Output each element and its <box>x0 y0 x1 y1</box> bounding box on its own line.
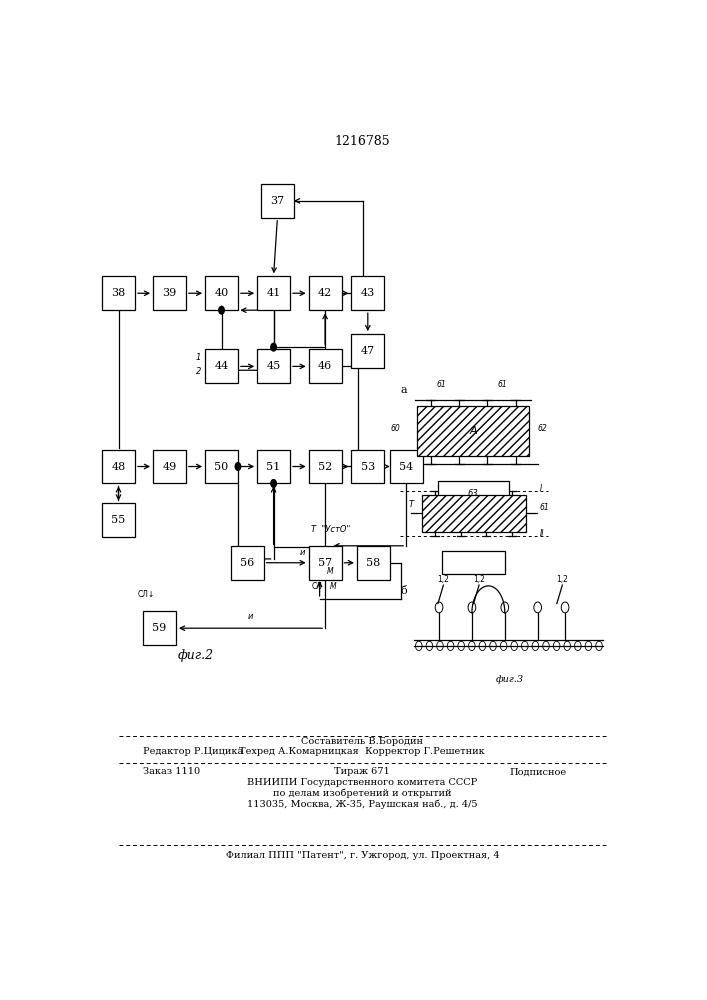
Text: 1,2: 1,2 <box>438 575 450 584</box>
Text: 61: 61 <box>497 380 507 389</box>
Text: 2: 2 <box>196 367 201 376</box>
Text: М: М <box>327 567 333 576</box>
Text: 46: 46 <box>318 361 332 371</box>
Bar <box>390 450 423 483</box>
Text: 38: 38 <box>112 288 126 298</box>
Text: 39: 39 <box>163 288 177 298</box>
Text: 63: 63 <box>468 489 479 498</box>
Bar <box>102 503 135 537</box>
Text: 58: 58 <box>366 558 380 568</box>
Bar <box>231 546 264 580</box>
Text: 53: 53 <box>361 462 375 472</box>
Bar <box>261 184 294 218</box>
Text: 55: 55 <box>112 515 126 525</box>
Text: Т  "УстО": Т "УстО" <box>311 525 350 534</box>
Text: Составитель В.Бородин: Составитель В.Бородин <box>301 737 423 746</box>
Text: 1,2: 1,2 <box>473 575 485 584</box>
Bar <box>351 450 385 483</box>
Text: и: и <box>248 612 253 621</box>
Bar <box>102 450 135 483</box>
Text: 113035, Москва, Ж-35, Раушская наб., д. 4/5: 113035, Москва, Ж-35, Раушская наб., д. … <box>247 799 478 809</box>
Text: 41: 41 <box>267 288 281 298</box>
Text: 62: 62 <box>538 424 547 433</box>
Bar <box>351 276 385 310</box>
Text: б: б <box>400 586 407 596</box>
Bar <box>309 546 341 580</box>
Bar <box>438 481 509 507</box>
Bar <box>351 334 385 368</box>
Bar <box>153 276 186 310</box>
Text: М: М <box>330 582 337 591</box>
Text: а: а <box>400 385 407 395</box>
Bar <box>257 349 290 383</box>
Text: Подписное: Подписное <box>509 768 566 776</box>
Text: 52: 52 <box>318 462 332 472</box>
Text: Тираж 671: Тираж 671 <box>334 768 390 776</box>
Bar <box>421 495 525 532</box>
Bar <box>205 276 238 310</box>
Text: 51: 51 <box>267 462 281 472</box>
Text: А: А <box>469 426 477 436</box>
Text: 37: 37 <box>270 196 284 206</box>
Circle shape <box>218 306 224 314</box>
Text: 44: 44 <box>214 361 228 371</box>
Bar <box>417 406 530 456</box>
Bar <box>144 611 176 645</box>
Text: 49: 49 <box>163 462 177 472</box>
Circle shape <box>271 480 276 487</box>
Circle shape <box>271 343 276 351</box>
Text: 61: 61 <box>437 380 447 389</box>
Bar <box>309 349 341 383</box>
Text: 48: 48 <box>112 462 126 472</box>
Text: II: II <box>539 529 544 538</box>
Bar <box>205 450 238 483</box>
Text: Редактор Р.Цицика: Редактор Р.Цицика <box>144 747 243 756</box>
Bar <box>442 551 505 574</box>
Text: по делам изобретений и открытий: по делам изобретений и открытий <box>273 789 452 798</box>
Text: Филиал ППП "Патент", г. Ужгород, ул. Проектная, 4: Филиал ППП "Патент", г. Ужгород, ул. Про… <box>226 851 499 860</box>
Text: 42: 42 <box>318 288 332 298</box>
Bar <box>102 276 135 310</box>
Text: 50: 50 <box>214 462 228 472</box>
Text: 45: 45 <box>267 361 281 371</box>
Text: СЛ↓: СЛ↓ <box>137 590 155 599</box>
Text: 1216785: 1216785 <box>334 135 390 148</box>
Bar <box>205 349 238 383</box>
Text: Заказ 1110: Заказ 1110 <box>144 768 200 776</box>
Text: фиг.2: фиг.2 <box>177 649 214 662</box>
Text: 57: 57 <box>318 558 332 568</box>
Text: 43: 43 <box>361 288 375 298</box>
Text: Техред А.Комарницкая  Корректор Г.Решетник: Техред А.Комарницкая Корректор Г.Решетни… <box>240 747 485 756</box>
Bar <box>309 450 341 483</box>
Text: 56: 56 <box>240 558 255 568</box>
Bar <box>357 546 390 580</box>
Text: 61: 61 <box>539 503 549 512</box>
Text: СЛ: СЛ <box>311 582 322 591</box>
Bar <box>153 450 186 483</box>
Text: фиг.3: фиг.3 <box>496 675 525 684</box>
Bar <box>257 450 290 483</box>
Text: I: I <box>539 484 542 493</box>
Text: 54: 54 <box>399 462 414 472</box>
Text: 40: 40 <box>214 288 228 298</box>
Bar <box>309 276 341 310</box>
Text: 60: 60 <box>391 424 401 433</box>
Text: Т: Т <box>409 500 414 509</box>
Text: ВНИИПИ Государственного комитета СССР: ВНИИПИ Государственного комитета СССР <box>247 778 477 787</box>
Text: 47: 47 <box>361 346 375 356</box>
Text: 59: 59 <box>153 623 167 633</box>
Text: 1,2: 1,2 <box>556 575 568 584</box>
Bar <box>257 276 290 310</box>
Text: 1: 1 <box>196 353 201 362</box>
Text: и: и <box>299 548 305 557</box>
Circle shape <box>235 463 240 470</box>
